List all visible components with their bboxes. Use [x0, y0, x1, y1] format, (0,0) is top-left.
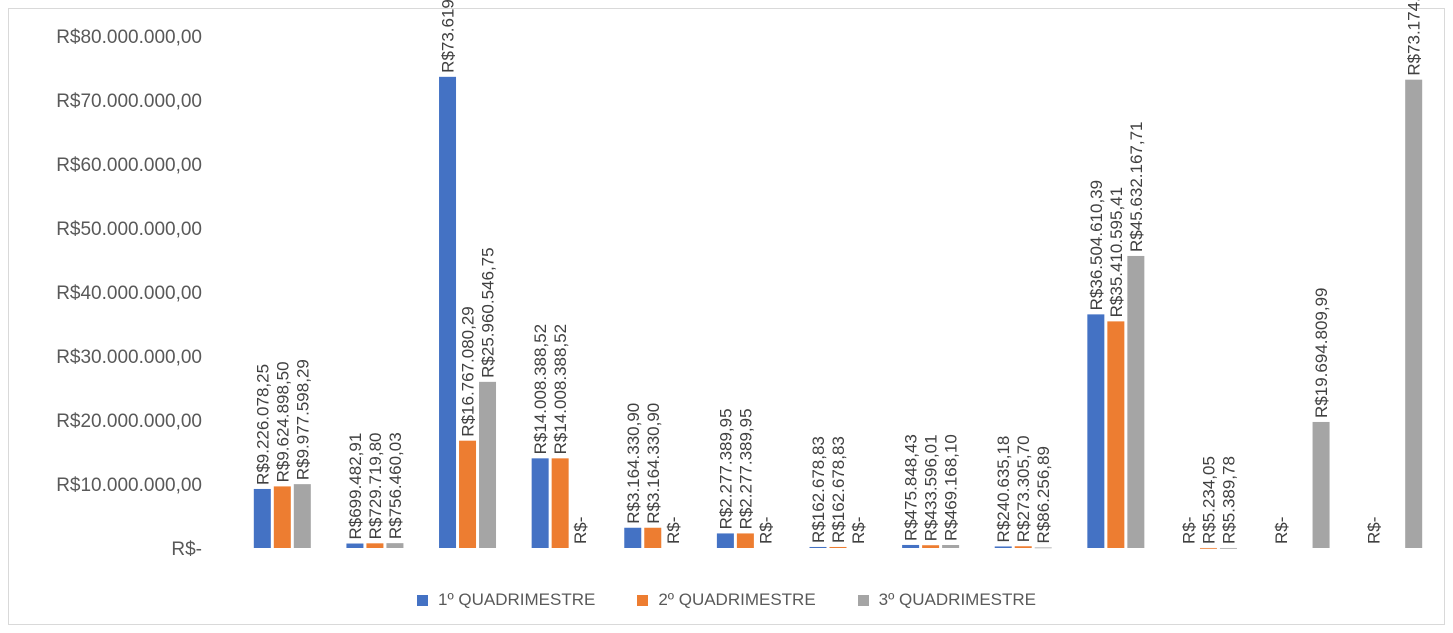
- bar: [1405, 79, 1423, 549]
- bar: [273, 486, 291, 548]
- data-label: R$5.234,05: [1199, 456, 1218, 544]
- data-label: R$240.635,18: [994, 436, 1013, 543]
- bar: [366, 543, 384, 548]
- bar: [479, 381, 497, 548]
- data-label: R$25.960.546,75: [479, 247, 498, 377]
- bar: [644, 527, 662, 548]
- bar: [624, 527, 642, 548]
- data-label: R$162.678,83: [809, 436, 828, 543]
- bar: [459, 440, 477, 548]
- bar: [994, 546, 1012, 548]
- data-label: R$9.624.898,50: [273, 361, 292, 482]
- data-label: R$73.619.360,35: [439, 0, 458, 73]
- data-label: R$35.410.595,41: [1107, 187, 1126, 317]
- y-tick-label: R$10.000.000,00: [56, 475, 202, 496]
- data-label: R$475.848,43: [902, 434, 921, 541]
- data-label: R$699.482,91: [346, 433, 365, 540]
- bar: [1312, 421, 1330, 548]
- legend-label-1: 1º QUADRIMESTRE: [437, 590, 596, 609]
- legend-label-3: 3º QUADRIMESTRE: [878, 590, 1037, 609]
- data-label: R$-: [1272, 517, 1291, 544]
- data-label: R$9.226.078,25: [253, 364, 272, 485]
- y-tick-label: R$20.000.000,00: [56, 411, 202, 432]
- bar: [439, 76, 457, 548]
- data-label: R$16.767.080,29: [459, 306, 478, 436]
- data-label: R$756.460,03: [386, 432, 405, 539]
- y-tick-label: R$-: [171, 539, 202, 560]
- legend-item-2: 2º QUADRIMESTRE: [637, 590, 816, 610]
- chart-frame: [8, 8, 1445, 625]
- data-label: R$3.164.330,90: [624, 403, 643, 524]
- bar: [1107, 321, 1125, 548]
- data-label: R$469.168,10: [942, 434, 961, 541]
- y-tick-label: R$80.000.000,00: [56, 27, 202, 48]
- data-label: R$86.256,89: [1034, 446, 1053, 543]
- bar: [1199, 547, 1217, 549]
- data-label: R$5.389,78: [1219, 456, 1238, 544]
- bar: [902, 544, 920, 548]
- legend-label-2: 2º QUADRIMESTRE: [658, 590, 816, 609]
- data-label: R$162.678,83: [829, 436, 848, 543]
- data-label: R$-: [1179, 517, 1198, 544]
- bar: [253, 488, 271, 548]
- data-label: R$-: [1365, 517, 1384, 544]
- legend-item-1: 1º QUADRIMESTRE: [416, 590, 596, 610]
- data-label: R$-: [849, 517, 868, 544]
- bar: [1087, 314, 1105, 548]
- data-label: R$45.632.167,71: [1127, 122, 1146, 252]
- bar: [386, 543, 404, 548]
- data-label: R$19.694.809,99: [1312, 288, 1331, 418]
- data-label: R$273.305,70: [1014, 435, 1033, 542]
- bar: [736, 533, 754, 548]
- data-label: R$729.719,80: [366, 433, 385, 540]
- legend-swatch-2: [637, 594, 649, 606]
- legend: 1º QUADRIMESTRE 2º QUADRIMESTRE 3º QUADR…: [0, 590, 1453, 610]
- bar: [716, 533, 734, 548]
- bar: [942, 544, 960, 548]
- data-label: R$36.504.610,39: [1087, 180, 1106, 310]
- bar: [922, 545, 940, 548]
- y-tick-label: R$50.000.000,00: [56, 219, 202, 240]
- bar: [1014, 546, 1032, 548]
- data-label: R$73.174.560,45: [1405, 0, 1424, 76]
- data-label: R$-: [571, 517, 590, 544]
- bar: [809, 546, 827, 548]
- bar: [293, 484, 311, 548]
- data-label: R$-: [756, 517, 775, 544]
- y-tick-label: R$30.000.000,00: [56, 347, 202, 368]
- bar: [551, 458, 569, 548]
- data-label: R$3.164.330,90: [644, 403, 663, 524]
- bar: [829, 546, 847, 548]
- bar: [531, 458, 549, 548]
- data-label: R$9.977.598,29: [293, 359, 312, 480]
- y-tick-label: R$70.000.000,00: [56, 91, 202, 112]
- data-label: R$2.277.389,95: [716, 408, 735, 529]
- y-tick-label: R$60.000.000,00: [56, 155, 202, 176]
- bar: [346, 543, 364, 548]
- data-label: R$14.008.388,52: [531, 324, 550, 454]
- legend-item-3: 3º QUADRIMESTRE: [857, 590, 1037, 610]
- bar: [1219, 547, 1237, 549]
- bar: [1034, 547, 1052, 549]
- legend-swatch-1: [416, 594, 428, 606]
- data-label: R$14.008.388,52: [551, 324, 570, 454]
- bar: [1127, 255, 1145, 548]
- data-label: R$-: [664, 517, 683, 544]
- y-tick-label: R$40.000.000,00: [56, 283, 202, 304]
- legend-swatch-3: [857, 594, 869, 606]
- data-label: R$2.277.389,95: [736, 408, 755, 529]
- data-label: R$433.596,01: [922, 434, 941, 541]
